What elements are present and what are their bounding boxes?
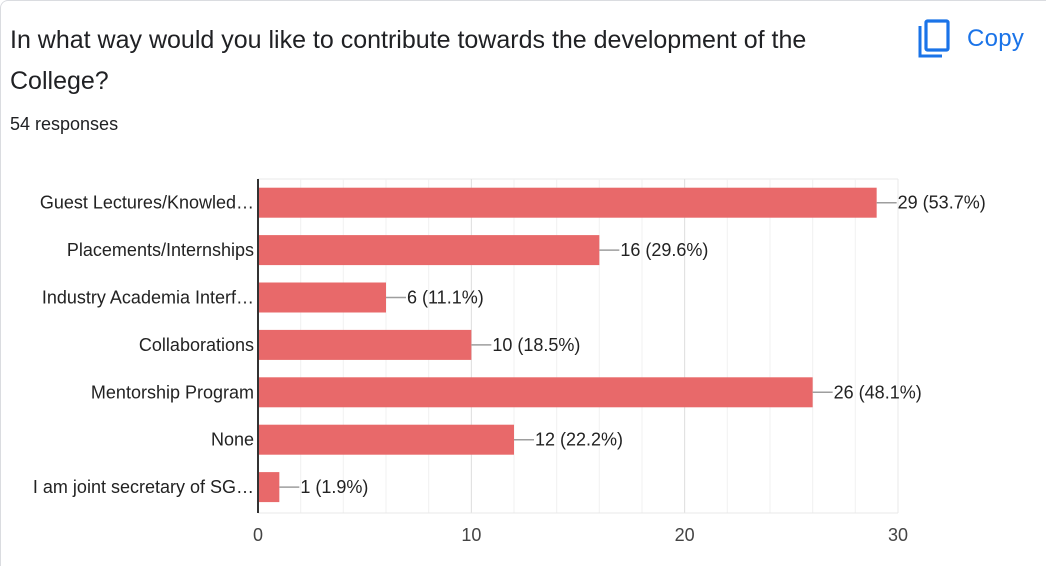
bar <box>258 235 600 266</box>
bar <box>258 472 280 503</box>
x-tick-label: 0 <box>253 525 263 545</box>
data-label: 16 (29.6%) <box>620 240 708 260</box>
category-label: Placements/Internships <box>67 240 254 260</box>
copy-icon <box>917 19 951 59</box>
category-label: Mentorship Program <box>91 382 254 402</box>
question-title: In what way would you like to contribute… <box>10 26 807 95</box>
data-label: 1 (1.9%) <box>300 477 368 497</box>
data-label: 6 (11.1%) <box>407 288 484 308</box>
bar <box>258 329 472 360</box>
bar <box>258 187 877 218</box>
x-tick-label: 30 <box>888 525 908 545</box>
copy-button-label: Copy <box>967 25 1025 52</box>
bar <box>258 377 813 408</box>
x-tick-label: 10 <box>461 525 481 545</box>
x-tick-label: 20 <box>675 525 695 545</box>
data-label: 29 (53.7%) <box>898 193 986 213</box>
category-label: I am joint secretary of SG… <box>33 477 254 497</box>
category-label: Industry Academia Interf… <box>42 288 254 308</box>
category-label: Guest Lectures/Knowled… <box>40 193 254 213</box>
category-label: Collaborations <box>139 335 254 355</box>
bar <box>258 424 514 455</box>
response-count: 54 responses <box>10 114 119 134</box>
copy-button[interactable]: Copy <box>917 17 1024 61</box>
data-label: 26 (48.1%) <box>834 382 922 402</box>
data-label: 10 (18.5%) <box>492 335 580 355</box>
category-label: None <box>211 430 254 450</box>
bar <box>258 282 386 313</box>
data-label: 12 (22.2%) <box>535 430 623 450</box>
